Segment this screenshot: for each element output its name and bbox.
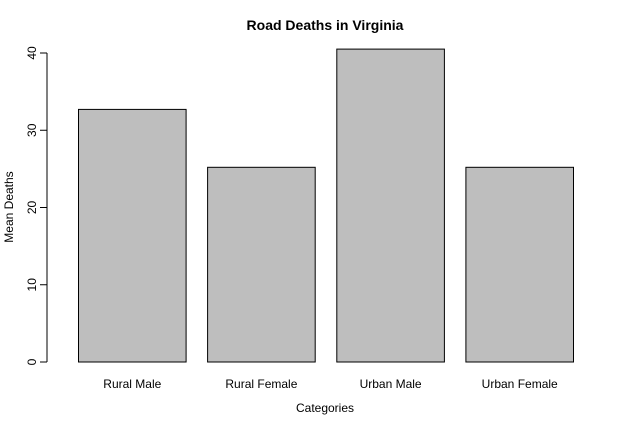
chart-title: Road Deaths in Virginia bbox=[247, 17, 404, 33]
bar-urban-female bbox=[465, 166, 574, 363]
y-tick-label: 30 bbox=[25, 123, 39, 137]
bar-rural-male bbox=[78, 108, 187, 363]
x-tick-label: Urban Male bbox=[360, 377, 422, 391]
bar-rural-female bbox=[207, 166, 316, 363]
x-tick-label: Urban Female bbox=[482, 377, 558, 391]
y-tick-label: 40 bbox=[25, 46, 39, 60]
x-tick-label: Rural Female bbox=[225, 377, 297, 391]
bar-urban-male bbox=[336, 48, 445, 363]
y-axis-label: Mean Deaths bbox=[2, 171, 16, 242]
plot-area: Rural Male Rural Female Urban Male Urban Fe… bbox=[25, 46, 574, 391]
x-tick-label: Rural Male bbox=[103, 377, 161, 391]
y-tick-label: 0 bbox=[25, 358, 39, 365]
y-tick-label: 20 bbox=[25, 201, 39, 215]
y-tick-label: 10 bbox=[25, 278, 39, 292]
x-axis-label: Categories bbox=[296, 401, 354, 415]
